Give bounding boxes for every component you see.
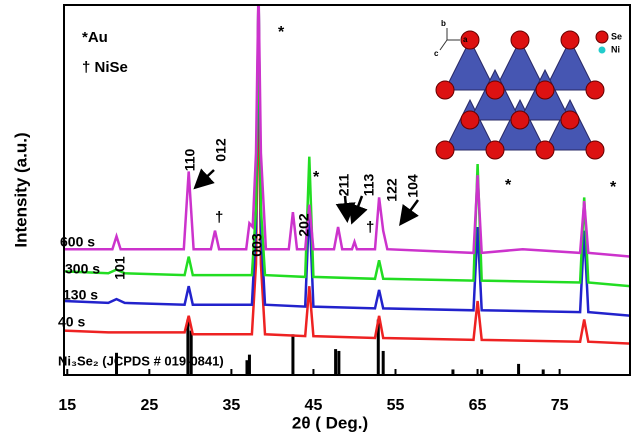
legend-atom bbox=[599, 47, 606, 54]
inset-axis: b bbox=[441, 19, 446, 28]
arrow bbox=[353, 196, 362, 220]
atom bbox=[436, 141, 454, 159]
reference-label: Ni₃Se₂ (JCPDS # 019-0841) bbox=[58, 353, 224, 368]
annotation: 122 bbox=[384, 178, 400, 202]
arrow bbox=[345, 196, 347, 218]
x-tick-label: 15 bbox=[58, 397, 76, 414]
annotation: * bbox=[313, 169, 320, 186]
annotation: 101 bbox=[112, 256, 128, 280]
axis-arrow bbox=[440, 40, 447, 50]
series-line bbox=[64, 0, 631, 257]
x-tick-label: 35 bbox=[222, 397, 240, 414]
inset: Se Ni b a c bbox=[434, 19, 622, 159]
atom bbox=[511, 111, 529, 129]
series-label: 300 s bbox=[65, 261, 100, 277]
atom bbox=[586, 141, 604, 159]
annotation: 202 bbox=[296, 213, 312, 237]
inset-axis: c bbox=[434, 49, 439, 58]
atom bbox=[436, 81, 454, 99]
inset-legend: Ni bbox=[611, 44, 620, 54]
x-tick-label: 45 bbox=[305, 397, 323, 414]
atom bbox=[536, 141, 554, 159]
annotation: 211 bbox=[336, 173, 352, 196]
x-tick-label: 25 bbox=[140, 397, 158, 414]
inset-legend: Se bbox=[611, 31, 622, 41]
annotation: † bbox=[366, 219, 374, 236]
x-tick-label: 75 bbox=[551, 397, 569, 414]
atom bbox=[561, 111, 579, 129]
chart: 2θ ( Deg.) Intensity (a.u.) Se Ni bbox=[0, 0, 631, 433]
atom bbox=[511, 31, 529, 49]
inset-axis: a bbox=[463, 35, 468, 44]
annotation: 110 bbox=[182, 148, 198, 171]
annotation: † bbox=[215, 209, 223, 226]
annotation: 113 bbox=[361, 173, 377, 196]
y-axis-title: Intensity (a.u.) bbox=[11, 132, 30, 247]
annotation: * bbox=[505, 177, 512, 194]
annotation: 012 bbox=[213, 138, 229, 162]
atom bbox=[461, 111, 479, 129]
annotation: * bbox=[278, 24, 285, 41]
series-label: 130 s bbox=[63, 287, 98, 303]
atom bbox=[486, 141, 504, 159]
arrow bbox=[197, 170, 214, 186]
x-tick-label: 65 bbox=[469, 397, 487, 414]
legend-atom bbox=[596, 31, 608, 43]
atom bbox=[536, 81, 554, 99]
x-axis-title: 2θ ( Deg.) bbox=[292, 413, 368, 432]
x-tick-label: 55 bbox=[387, 397, 405, 414]
atom bbox=[586, 81, 604, 99]
annotation: 104 bbox=[405, 174, 421, 198]
atom bbox=[561, 31, 579, 49]
arrow bbox=[402, 200, 418, 222]
annotation: *Au bbox=[82, 29, 108, 46]
series-label: 40 s bbox=[58, 314, 85, 330]
series-label: 600 s bbox=[60, 234, 95, 250]
atom bbox=[486, 81, 504, 99]
annotation: † NiSe bbox=[82, 59, 128, 76]
annotation: 003 bbox=[249, 233, 265, 257]
annotation: * bbox=[610, 179, 617, 196]
